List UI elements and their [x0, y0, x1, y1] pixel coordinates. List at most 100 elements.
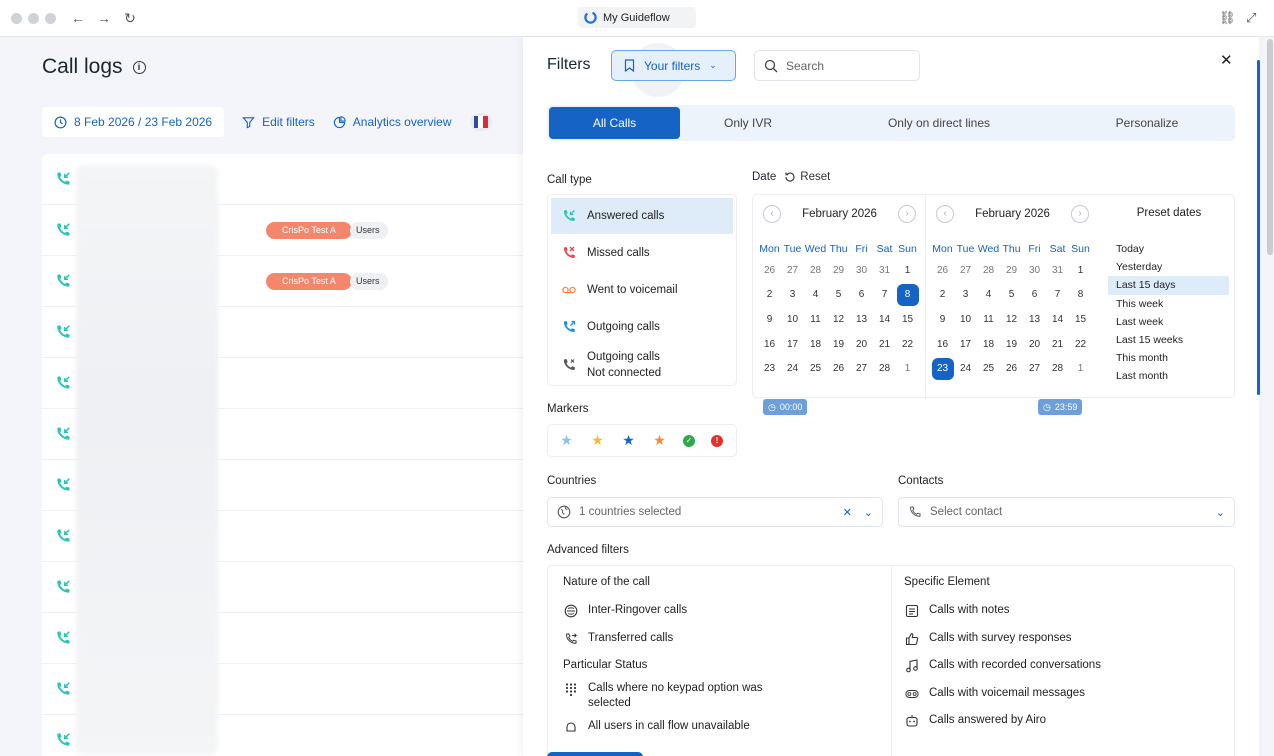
preset-item[interactable]: Last month [1116, 370, 1168, 383]
calendar-day[interactable]: 25 [982, 363, 995, 375]
forward-arrow-icon[interactable]: → [97, 10, 111, 26]
tab-personalize[interactable]: Personalize [1115, 116, 1179, 130]
prev-month-icon[interactable]: ‹ [936, 205, 954, 223]
calendar-day[interactable]: 24 [959, 363, 972, 375]
calendar-day[interactable]: 14 [1051, 313, 1064, 325]
table-row[interactable]: CrisPo Test A Users [42, 205, 542, 256]
date-reset-button[interactable]: Reset [784, 171, 830, 183]
preset-item[interactable]: Today [1116, 243, 1145, 256]
star-blue-icon[interactable]: ★ [622, 432, 635, 448]
preset-item[interactable]: Last 15 weeks [1116, 334, 1184, 347]
calendar-day[interactable]: 16 [936, 338, 949, 350]
calendar-day[interactable]: 28 [809, 264, 822, 276]
calendar-day[interactable]: 17 [959, 338, 972, 350]
calendar-day[interactable]: 1 [1077, 363, 1084, 375]
start-time-button[interactable]: ◷ 00:00 [763, 399, 808, 415]
alert-red-icon[interactable]: ! [711, 434, 723, 447]
calendar-day[interactable]: 3 [789, 289, 796, 301]
calendar-day[interactable]: 26 [1005, 363, 1018, 375]
window-minimize-dot[interactable] [28, 13, 39, 24]
filter-users-unavailable[interactable]: All users in call flow unavailable [564, 719, 750, 734]
calendar-day[interactable]: 19 [1005, 338, 1018, 350]
table-row[interactable]: CrisPo Test A Users [42, 256, 542, 307]
calendar-day[interactable]: 9 [766, 313, 773, 325]
calendar-day[interactable]: 18 [982, 338, 995, 350]
table-row[interactable] [42, 154, 542, 205]
chevron-down-icon[interactable]: ⌄ [863, 506, 873, 519]
country-flag-icon[interactable] [469, 113, 492, 131]
selected-day[interactable]: 23 [931, 357, 954, 380]
date-range-button[interactable]: 8 Feb 2026 / 23 Feb 2026 [42, 107, 225, 137]
prev-month-icon[interactable]: ‹ [763, 205, 781, 223]
calendar-day[interactable]: 1 [1077, 264, 1084, 276]
calendar-day[interactable]: 7 [1054, 289, 1061, 301]
table-row[interactable] [42, 460, 542, 511]
preset-item[interactable]: Last week [1116, 315, 1164, 328]
star-orange-icon[interactable]: ★ [653, 432, 666, 448]
calendar-day[interactable]: 1 [904, 264, 911, 276]
filters-search-input[interactable]: Search [754, 50, 920, 81]
calendar-day[interactable]: 27 [855, 363, 868, 375]
apply-filters-button[interactable] [547, 752, 643, 756]
calendar-day[interactable]: 31 [878, 264, 891, 276]
calendar-day[interactable]: 19 [832, 338, 845, 350]
your-filters-button[interactable]: Your filters ⌄ [611, 50, 736, 81]
filter-voicemail-messages[interactable]: Calls with voicemail messages [905, 686, 1085, 701]
calendar-day[interactable]: 22 [901, 338, 914, 350]
calendar-day[interactable]: 31 [1051, 264, 1064, 276]
calendar-day[interactable]: 9 [939, 313, 946, 325]
calendar-day[interactable]: 12 [832, 313, 845, 325]
table-row[interactable] [42, 562, 542, 613]
calendar-day[interactable]: 26 [936, 264, 949, 276]
calendar-day[interactable]: 17 [786, 338, 799, 350]
calendar-day[interactable]: 1 [904, 363, 911, 375]
info-icon[interactable]: i [132, 60, 146, 74]
calendar-day[interactable]: 4 [985, 289, 992, 301]
edit-filters-button[interactable]: Edit filters [242, 115, 315, 129]
reload-icon[interactable]: ↻ [124, 10, 136, 26]
calendar-day[interactable]: 26 [763, 264, 776, 276]
check-green-icon[interactable]: ✓ [683, 434, 695, 447]
calendar-day[interactable]: 26 [832, 363, 845, 375]
calendar-day[interactable]: 7 [881, 289, 888, 301]
calendar-day[interactable]: 11 [810, 313, 821, 325]
calendar-day[interactable]: 20 [1028, 338, 1041, 350]
calendar-day[interactable]: 5 [835, 289, 842, 301]
calendar-day[interactable]: 15 [1074, 313, 1087, 325]
call-type-outgoing-not-connected[interactable]: Outgoing calls Not connected [551, 346, 733, 384]
calendar-day[interactable]: 2 [766, 289, 773, 301]
calendar-day[interactable]: 27 [959, 264, 972, 276]
calendar-day[interactable]: 27 [786, 264, 799, 276]
calendar-day[interactable]: 4 [812, 289, 819, 301]
calendar-day[interactable]: 5 [1008, 289, 1015, 301]
calendar-day[interactable]: 6 [1031, 289, 1038, 301]
preset-item[interactable]: Last 15 days [1108, 276, 1229, 295]
calendar-day[interactable]: 25 [809, 363, 822, 375]
calendar-day[interactable]: 12 [1005, 313, 1018, 325]
back-arrow-icon[interactable]: ← [71, 10, 85, 26]
filter-no-keypad[interactable]: Calls where no keypad option was selected [564, 681, 763, 711]
tab-only-direct-lines[interactable]: Only on direct lines [887, 116, 991, 130]
calendar-day[interactable]: 11 [983, 313, 994, 325]
tab-all-calls[interactable]: All Calls [549, 107, 680, 139]
calendar-day[interactable]: 21 [878, 338, 891, 350]
calendar-day[interactable]: 21 [1051, 338, 1064, 350]
tab-only-ivr[interactable]: Only IVR [723, 116, 772, 130]
filter-recorded[interactable]: Calls with recorded conversations [905, 658, 1101, 673]
calendar-day[interactable]: 6 [858, 289, 865, 301]
calendar-day[interactable]: 2 [939, 289, 946, 301]
table-row[interactable] [42, 307, 542, 358]
calendar-day[interactable]: 28 [982, 264, 995, 276]
filters-panel-scrollbar[interactable] [1257, 60, 1260, 395]
calendar-day[interactable]: 10 [786, 313, 799, 325]
calendar-day[interactable]: 13 [1028, 313, 1041, 325]
calendar-day[interactable]: 18 [809, 338, 822, 350]
filter-survey[interactable]: Calls with survey responses [905, 631, 1072, 646]
call-type-outgoing[interactable]: Outgoing calls [551, 309, 733, 345]
calendar-day[interactable]: 13 [855, 313, 868, 325]
next-month-icon[interactable]: › [897, 205, 916, 223]
calendar-day[interactable]: 24 [786, 363, 799, 375]
countries-select[interactable]: 1 countries selected ✕ ⌄ [547, 497, 883, 527]
preset-item[interactable]: Yesterday [1116, 261, 1163, 274]
end-time-button[interactable]: ◷ 23:59 [1038, 399, 1083, 415]
